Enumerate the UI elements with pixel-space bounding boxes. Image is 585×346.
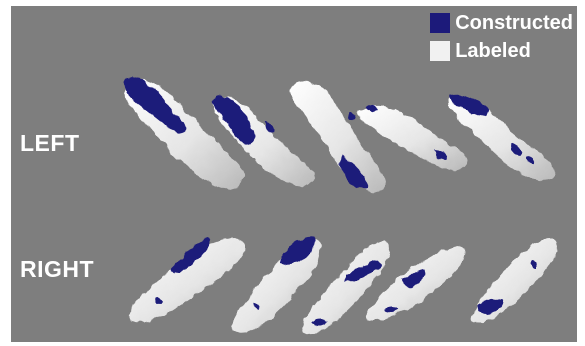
right-structure-3 bbox=[301, 240, 390, 335]
left-structure-4 bbox=[357, 105, 467, 171]
visualization-panel: LEFT RIGHT Constructed Labeled bbox=[11, 6, 577, 342]
legend-item-labeled: Labeled bbox=[430, 37, 573, 65]
legend-item-constructed: Constructed bbox=[430, 9, 573, 37]
left-structure-3 bbox=[290, 81, 385, 193]
legend-label-constructed: Constructed bbox=[455, 11, 573, 34]
structure-renderings bbox=[124, 77, 557, 335]
right-structure-2 bbox=[231, 235, 321, 333]
swatch-constructed bbox=[430, 13, 451, 33]
right-structure-5 bbox=[471, 238, 557, 323]
swatch-labeled bbox=[430, 41, 451, 61]
legend: Constructed Labeled bbox=[430, 9, 573, 65]
row-label-right: RIGHT bbox=[20, 256, 95, 282]
right-structure-1 bbox=[128, 238, 246, 323]
left-structure-2 bbox=[213, 95, 315, 187]
row-label-left: LEFT bbox=[20, 130, 80, 156]
left-structure-1 bbox=[124, 77, 245, 189]
left-structure-5 bbox=[449, 94, 556, 181]
legend-label-labeled: Labeled bbox=[455, 39, 531, 62]
right-structure-4 bbox=[365, 246, 466, 321]
